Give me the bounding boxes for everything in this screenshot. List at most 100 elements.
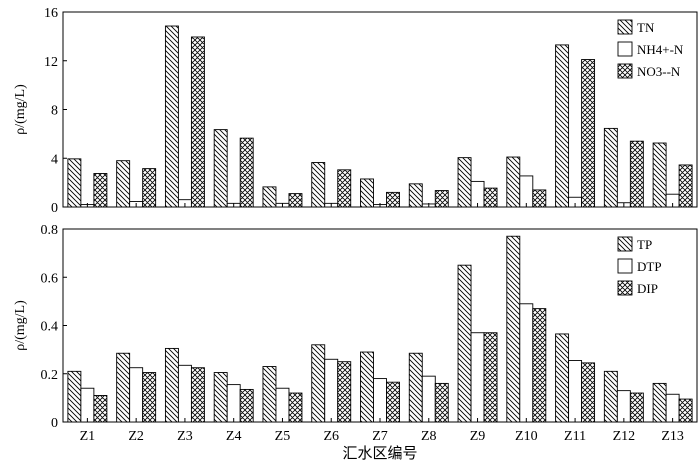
bar-TN-Z11 xyxy=(555,44,570,208)
y-axis-label: ρ/(mg/L) xyxy=(13,84,28,135)
bar-TN-Z6 xyxy=(311,162,326,208)
y-tick-label: 12 xyxy=(44,55,58,70)
x-tick-label: Z3 xyxy=(177,429,193,444)
bar-TN-Z3 xyxy=(164,25,179,208)
bar-DIP-Z6 xyxy=(337,361,352,423)
bar-TP-Z6 xyxy=(311,344,326,423)
bar-DIP-Z9 xyxy=(483,332,498,423)
legend-swatch xyxy=(617,258,633,274)
y-tick-label: 0.4 xyxy=(41,320,59,335)
bar-TN-Z10 xyxy=(506,156,521,208)
bar-DTP-Z10 xyxy=(519,303,534,423)
y-tick-label: 0 xyxy=(51,416,58,431)
x-tick-label: Z10 xyxy=(515,429,538,444)
x-tick-label: Z12 xyxy=(613,429,636,444)
bar-NO3--N-Z4 xyxy=(239,137,254,208)
y-axis-label: ρ/(mg/L) xyxy=(13,300,28,351)
x-tick-label: Z8 xyxy=(421,429,437,444)
y-tick-label: 0.8 xyxy=(41,223,59,238)
bar-DIP-Z3 xyxy=(190,367,205,423)
bar-TP-Z3 xyxy=(164,347,179,423)
bar-TN-Z8 xyxy=(408,183,423,208)
panel-2: 0 0.2 0.4 0.6 0.8 ρ/(mg/L) Z1 Z2 Z3 Z4 Z5 Z6 Z7 Z8 Z9 Z… xyxy=(13,223,698,462)
y-tick-label: 4 xyxy=(51,152,58,167)
x-tick-label: Z11 xyxy=(564,429,586,444)
bar-DTP-Z5 xyxy=(275,387,290,423)
bar-TP-Z11 xyxy=(555,333,570,423)
bar-NO3--N-Z10 xyxy=(532,189,547,208)
bar-TP-Z2 xyxy=(116,352,131,423)
bar-DTP-Z8 xyxy=(421,375,436,423)
legend: TN NH4+-N NO3--N xyxy=(617,19,684,79)
bar-TN-Z7 xyxy=(360,178,374,208)
bar-TP-Z12 xyxy=(603,370,618,423)
plot-frame xyxy=(62,11,698,208)
bar-DIP-Z4 xyxy=(239,388,254,423)
bar-NH4+-N-Z10 xyxy=(519,175,534,208)
legend-entry: NH4+-N xyxy=(637,42,684,57)
x-tick-label: Z5 xyxy=(275,429,291,444)
bar-TP-Z9 xyxy=(457,264,472,423)
bar-TP-Z7 xyxy=(360,351,374,423)
x-tick-label: Z13 xyxy=(661,429,684,444)
bar-DTP-Z6 xyxy=(324,358,339,423)
bar-TP-Z13 xyxy=(652,382,667,423)
bar-DTP-Z9 xyxy=(470,332,485,423)
bar-DIP-Z5 xyxy=(288,392,303,423)
bar-NO3--N-Z8 xyxy=(434,190,449,208)
bar-DIP-Z11 xyxy=(581,362,596,423)
x-tick-label: Z4 xyxy=(226,429,242,444)
legend-entry: DIP xyxy=(637,281,658,296)
y-tick-label: 0.2 xyxy=(41,368,59,383)
x-tick-label: Z1 xyxy=(80,429,96,444)
y-tick-label: 0.6 xyxy=(41,271,59,286)
x-tick-label: Z6 xyxy=(323,429,339,444)
bar-DIP-Z2 xyxy=(142,372,157,423)
legend-entry: TP xyxy=(637,237,652,252)
x-tick-label: Z2 xyxy=(128,429,144,444)
legend-entry: TN xyxy=(637,20,655,35)
legend-swatch xyxy=(617,63,633,79)
legend-swatch xyxy=(617,280,633,296)
bar-DTP-Z13 xyxy=(665,393,680,423)
legend: TP DTP DIP xyxy=(617,236,662,296)
bar-DTP-Z4 xyxy=(226,384,241,423)
bar-DIP-Z12 xyxy=(629,392,644,423)
legend-entry: DTP xyxy=(637,259,662,274)
y-tick-label: 0 xyxy=(51,201,58,216)
bar-NO3--N-Z7 xyxy=(386,191,400,208)
bar-NO3--N-Z2 xyxy=(142,168,157,208)
bar-NO3--N-Z12 xyxy=(629,140,644,208)
bar-TP-Z8 xyxy=(408,352,423,423)
legend-swatch xyxy=(617,41,633,57)
bar-NO3--N-Z5 xyxy=(288,193,303,208)
bar-DIP-Z1 xyxy=(93,395,108,423)
bar-DTP-Z1 xyxy=(80,387,95,423)
bar-TP-Z1 xyxy=(67,370,82,423)
bar-NO3--N-Z3 xyxy=(190,36,205,208)
x-tick-label: Z9 xyxy=(470,429,486,444)
legend-entry: NO3--N xyxy=(637,64,681,79)
bar-DTP-Z3 xyxy=(177,364,192,423)
bar-DTP-Z12 xyxy=(616,390,631,423)
bar-TN-Z12 xyxy=(603,127,618,208)
bar-TN-Z1 xyxy=(67,158,82,208)
panel-1: 0 4 8 12 16 ρ/(mg/L) TN NH4+-N NO3--N xyxy=(13,6,698,216)
x-axis-label: 汇水区编号 xyxy=(342,445,417,462)
bar-DTP-Z2 xyxy=(129,367,144,423)
bar-NO3--N-Z6 xyxy=(337,169,352,208)
bar-DIP-Z7 xyxy=(386,381,400,423)
bar-TP-Z4 xyxy=(213,372,228,423)
y-tick-label: 8 xyxy=(51,104,58,119)
bar-NO3--N-Z13 xyxy=(678,164,693,208)
bar-DIP-Z10 xyxy=(532,308,547,423)
y-tick-label: 16 xyxy=(44,6,58,21)
bar-TP-Z5 xyxy=(262,366,277,423)
bar-DIP-Z8 xyxy=(434,382,449,423)
x-tick-label: Z7 xyxy=(372,429,388,444)
bar-NO3--N-Z9 xyxy=(483,187,498,208)
bar-TN-Z2 xyxy=(116,160,131,208)
bar-DIP-Z13 xyxy=(678,398,693,423)
bar-TN-Z9 xyxy=(457,157,472,208)
